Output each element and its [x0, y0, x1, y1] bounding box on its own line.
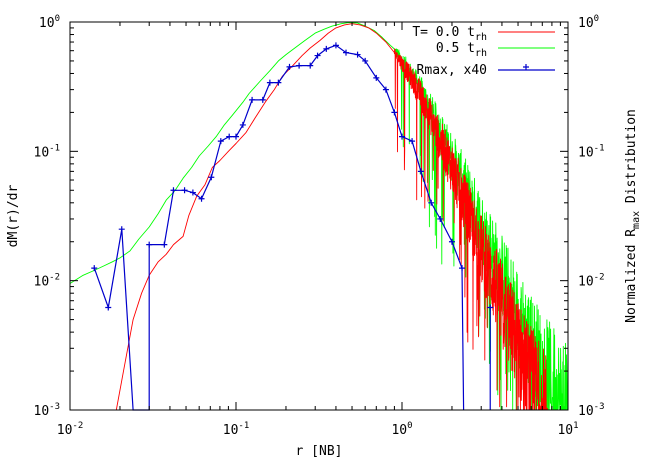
rmax-point [259, 96, 266, 103]
series-line-green [69, 22, 569, 411]
rmax-point [362, 57, 369, 64]
rmax-point [399, 133, 405, 140]
rmax-point [208, 174, 215, 181]
rmax-point [226, 133, 233, 140]
rmax-point [189, 189, 196, 196]
legend-label-rmax: Rmax, x40 [417, 63, 487, 78]
rmax-point [170, 187, 177, 194]
rmax-point [105, 304, 112, 311]
rmax-point [437, 215, 444, 222]
x-axis-label: r [NB] [296, 444, 343, 459]
y2-tick-label: 10-1 [578, 143, 605, 160]
rmax-point [239, 121, 246, 128]
x-tick-label: 10-2 [57, 421, 84, 438]
y-tick-label: 100 [39, 14, 60, 31]
y-axis-label: dM(r)/dr [6, 185, 21, 248]
plot-frame [69, 21, 569, 411]
rmax-point [417, 168, 424, 175]
rmax-point [307, 62, 314, 69]
y2-tick-label: 10-2 [578, 273, 605, 290]
rmax-point [382, 86, 389, 93]
y2-axis-label: Normalized Rmax Distribution [624, 109, 642, 323]
legend-label-t05: 0.5 trh [436, 41, 487, 59]
rmax-point [146, 241, 153, 248]
rmax-point [217, 138, 224, 145]
rmax-point [343, 49, 350, 56]
rmax-point [91, 265, 98, 272]
x-tick-label: 100 [391, 421, 412, 438]
rmax-point [323, 45, 330, 52]
legend-sample-rmax-marker [523, 64, 529, 70]
y2-tick-label: 10-3 [578, 402, 605, 419]
rmax-point [296, 62, 303, 69]
rmax-point [409, 138, 416, 145]
series-line-rmax [93, 44, 465, 411]
rmax-point [266, 79, 273, 86]
rmax-point [118, 226, 125, 233]
rmax-point [373, 74, 380, 81]
rmax-point [487, 304, 494, 311]
rmax-point [181, 187, 188, 194]
x-tick-label: 10-1 [223, 421, 250, 438]
x-tick-label: 101 [557, 421, 578, 438]
rmax-point [161, 241, 168, 248]
rmax-point [249, 96, 256, 103]
y-tick-label: 10-1 [34, 143, 61, 160]
legend: T= 0.0 trh 0.5 trh Rmax, x40 [412, 25, 555, 78]
rmax-point [286, 63, 293, 70]
rmax-point [198, 195, 205, 202]
rmax-point [332, 42, 339, 49]
rmax-point [391, 109, 398, 116]
rmax-point [428, 199, 435, 206]
y-tick-label: 10-3 [34, 402, 61, 419]
rmax-point [459, 265, 466, 272]
y2-tick-label: 100 [578, 14, 599, 31]
rmax-point [233, 133, 239, 140]
rmax-point [448, 238, 455, 245]
rmax-point [275, 79, 282, 86]
series-line-red [115, 23, 548, 411]
plot-data [69, 22, 569, 411]
legend-label-t0: T= 0.0 trh [412, 25, 487, 43]
rmax-point [354, 51, 361, 58]
rmax-point [314, 52, 321, 59]
y-tick-label: 10-2 [34, 273, 61, 290]
